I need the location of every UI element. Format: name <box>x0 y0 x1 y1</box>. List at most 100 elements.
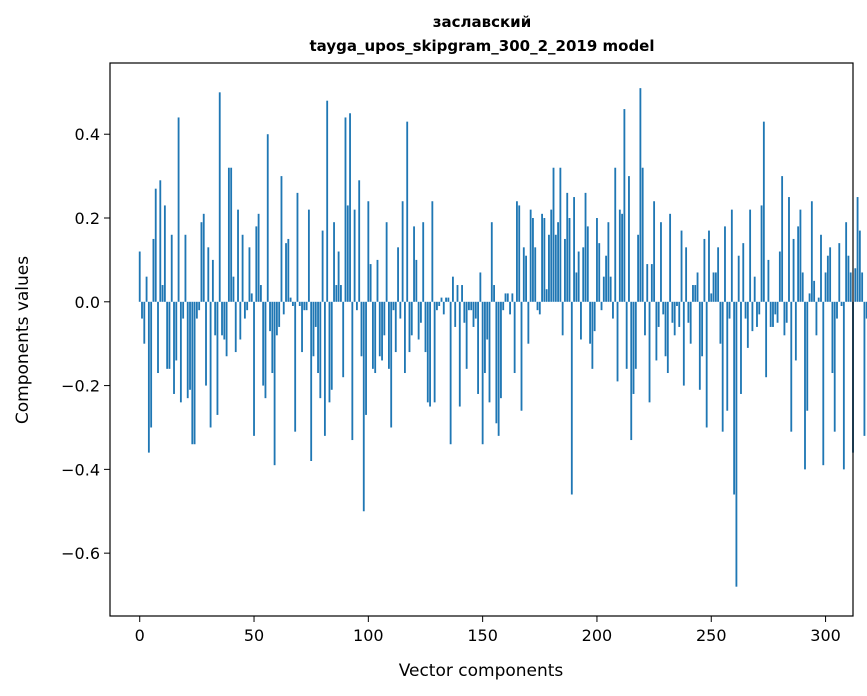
bar-59 <box>273 301 276 466</box>
bar-261 <box>735 301 738 587</box>
bar-158 <box>500 301 502 399</box>
bar-317 <box>863 301 866 436</box>
bar-131 <box>438 301 441 306</box>
bar-141 <box>461 285 463 302</box>
bar-93 <box>351 301 354 441</box>
bar-86 <box>335 285 338 302</box>
bar-55 <box>264 301 267 399</box>
bar-142 <box>463 301 466 323</box>
bar-121 <box>415 259 418 302</box>
bar-174 <box>536 301 539 311</box>
bar-1 <box>141 301 143 319</box>
bar-95 <box>355 301 358 311</box>
bar-24 <box>193 301 196 445</box>
bar-167 <box>520 301 523 411</box>
bar-148 <box>477 301 479 394</box>
bar-230 <box>664 301 667 357</box>
bar-215 <box>630 301 633 441</box>
bar-29 <box>205 301 207 386</box>
bar-181 <box>552 167 555 302</box>
bar-175 <box>538 301 541 315</box>
bar-295 <box>813 280 816 302</box>
bar-41 <box>232 276 235 302</box>
bar-122 <box>417 301 420 340</box>
bar-17 <box>177 117 180 302</box>
bar-113 <box>397 247 399 302</box>
bar-231 <box>666 301 669 374</box>
bar-88 <box>339 285 342 302</box>
bar-278 <box>774 301 777 315</box>
bar-191 <box>575 272 578 302</box>
x-tick-label: 0 <box>135 626 145 645</box>
bar-30 <box>207 247 210 302</box>
bar-276 <box>769 301 772 327</box>
bar-214 <box>628 176 630 302</box>
y-tick-label: −0.2 <box>61 377 100 396</box>
bar-151 <box>484 301 486 374</box>
bar-48 <box>248 247 251 302</box>
bar-244 <box>696 272 699 302</box>
bar-63 <box>282 301 285 315</box>
bar-110 <box>390 301 393 428</box>
bar-199 <box>593 301 596 332</box>
bar-310 <box>847 255 850 302</box>
bar-305 <box>836 301 838 319</box>
bar-226 <box>655 301 658 361</box>
bar-236 <box>678 301 681 327</box>
bar-40 <box>230 167 233 302</box>
bar-218 <box>637 234 640 302</box>
bar-206 <box>609 276 612 302</box>
y-tick-label: −0.6 <box>61 544 100 563</box>
bar-64 <box>285 243 287 302</box>
bar-281 <box>781 176 784 302</box>
bar-260 <box>733 301 736 495</box>
bar-291 <box>804 301 806 470</box>
bar-207 <box>612 301 614 319</box>
bar-202 <box>600 301 603 311</box>
bar-242 <box>692 285 694 302</box>
bar-109 <box>388 301 390 369</box>
bar-130 <box>436 301 438 311</box>
bar-103 <box>374 301 377 374</box>
bar-223 <box>648 301 651 403</box>
bar-154 <box>490 222 493 302</box>
bar-303 <box>831 301 834 374</box>
bar-300 <box>824 272 827 302</box>
bar-263 <box>740 301 742 394</box>
bar-3 <box>145 276 148 302</box>
bar-258 <box>728 301 731 319</box>
bar-272 <box>760 205 763 302</box>
bar-293 <box>808 293 811 302</box>
bar-108 <box>385 222 388 302</box>
bar-266 <box>746 301 749 348</box>
bar-235 <box>676 301 678 306</box>
bar-27 <box>200 222 203 302</box>
bar-56 <box>266 134 269 302</box>
bar-5 <box>150 301 153 428</box>
bar-26 <box>198 301 201 311</box>
bar-126 <box>426 301 429 403</box>
bar-302 <box>829 247 832 302</box>
bar-282 <box>783 301 786 336</box>
bar-318 <box>865 301 867 319</box>
bar-107 <box>383 301 386 336</box>
bar-204 <box>605 255 608 302</box>
bar-160 <box>504 293 507 302</box>
bar-115 <box>401 201 404 302</box>
bar-241 <box>689 301 692 344</box>
bar-15 <box>173 301 175 394</box>
bar-124 <box>422 222 425 302</box>
bar-296 <box>815 301 818 336</box>
bar-38 <box>225 301 228 357</box>
bar-259 <box>730 209 733 302</box>
bar-306 <box>838 243 841 302</box>
y-axis: 0.4 0.2 0.0 −0.2 −0.4 −0.6 <box>61 125 110 563</box>
bar-2 <box>143 301 146 344</box>
bar-274 <box>765 301 768 378</box>
bar-84 <box>330 301 333 390</box>
bar-67 <box>291 301 294 306</box>
bar-284 <box>788 197 790 302</box>
bar-145 <box>470 301 473 311</box>
bar-205 <box>607 222 610 302</box>
bar-234 <box>673 301 676 336</box>
